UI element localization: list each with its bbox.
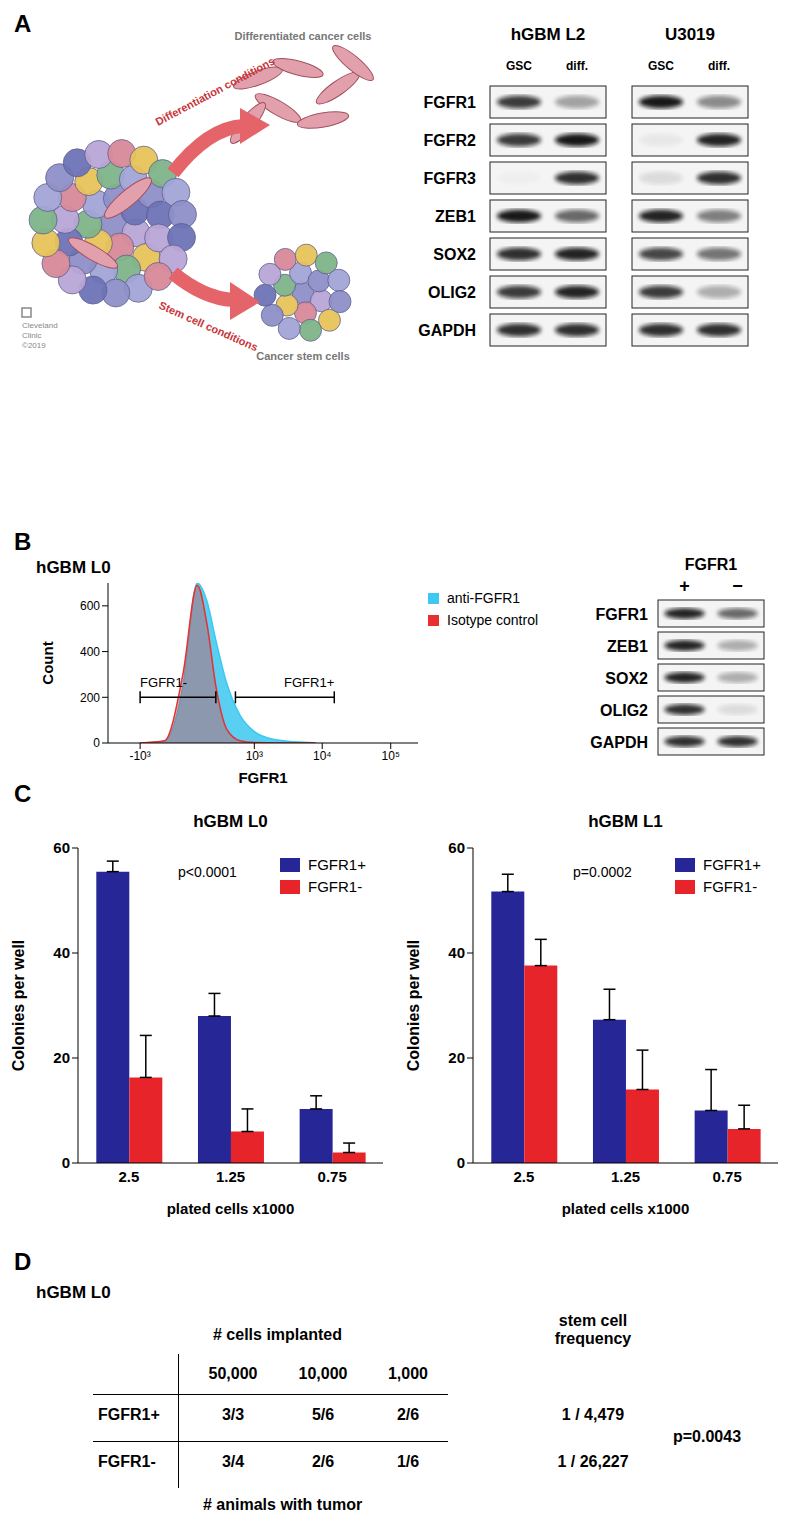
svg-text:2.5: 2.5 [118,1168,139,1185]
svg-text:0: 0 [62,1154,70,1171]
svg-text:2.5: 2.5 [513,1168,534,1185]
svg-text:Clinic: Clinic [22,331,42,340]
html-text:10,000: 10,000 [298,1365,348,1382]
svg-text:+: + [679,576,690,596]
html-text:# animals with tumor: # animals with tumor [203,1496,363,1513]
html-text:Isotype control: Isotype control [447,612,539,628]
svg-text:OLIG2: OLIG2 [428,284,476,301]
svg-text:FGFR1-: FGFR1- [140,675,187,690]
svg-text:Colonies per well: Colonies per well [405,940,422,1072]
html-text:FGFR1+: FGFR1+ [703,856,761,873]
html-text:B: B [14,528,32,555]
html-text:2/6: 2/6 [396,1406,420,1423]
svg-text:10⁵: 10⁵ [382,749,400,763]
svg-text:©2019: ©2019 [22,341,46,350]
html-text:FGFR1+: FGFR1+ [98,1406,160,1423]
html-text:p<0.0001: p<0.0001 [178,864,237,880]
svg-text:SOX2: SOX2 [605,670,648,687]
svg-text:20: 20 [448,1049,465,1066]
svg-text:U3019: U3019 [665,25,715,44]
html-text:hGBM L0: hGBM L0 [193,812,268,831]
svg-text:Cleveland: Cleveland [22,321,58,330]
html-text:hGBM L0: hGBM L0 [36,558,111,577]
svg-text:FGFR1: FGFR1 [424,94,477,111]
html-text:2/6: 2/6 [311,1453,335,1470]
html-text:1/6: 1/6 [396,1453,420,1470]
svg-text:Colonies per well: Colonies per well [10,940,27,1072]
svg-text:60: 60 [448,839,465,856]
svg-text:FGFR3: FGFR3 [424,170,477,187]
svg-text:SOX2: SOX2 [433,246,476,263]
svg-text:-10³: -10³ [129,749,150,763]
html-text:anti-FGFR1: anti-FGFR1 [447,590,521,606]
svg-text:−: − [732,576,743,596]
html-text:FGFR1-: FGFR1- [98,1453,156,1470]
svg-text:0: 0 [457,1154,465,1171]
svg-text:40: 40 [53,944,70,961]
svg-text:Stem cell conditions: Stem cell conditions [157,299,260,353]
svg-text:diff.: diff. [566,59,588,73]
svg-text:GAPDH: GAPDH [418,322,476,339]
html-text:hGBM L1: hGBM L1 [588,812,663,831]
svg-text:GAPDH: GAPDH [590,734,648,751]
html-text:1,000: 1,000 [388,1365,428,1382]
html-text:stem cell frequency: stem cell frequency [554,1312,632,1347]
html-text:p=0.0002: p=0.0002 [573,864,632,880]
svg-text:plated cells x1000: plated cells x1000 [167,1200,295,1217]
svg-text:1.25: 1.25 [216,1168,245,1185]
html-text:D: D [14,1248,32,1275]
svg-text:A: A [14,10,31,37]
html-text:C: C [14,780,32,807]
svg-text:hGBM L2: hGBM L2 [511,25,586,44]
html-text:3/3: 3/3 [221,1406,245,1423]
html-text:5/6: 5/6 [311,1406,335,1423]
svg-text:400: 400 [80,645,100,659]
svg-text:0.75: 0.75 [713,1168,742,1185]
svg-text:Count: Count [39,641,56,684]
svg-text:200: 200 [80,691,100,705]
svg-text:60: 60 [53,839,70,856]
svg-text:OLIG2: OLIG2 [600,702,648,719]
svg-text:1.25: 1.25 [611,1168,640,1185]
svg-text:10³: 10³ [246,749,263,763]
svg-text:FGFR1: FGFR1 [596,606,649,623]
svg-text:Cancer stem cells: Cancer stem cells [256,350,350,362]
svg-text:ZEB1: ZEB1 [435,208,476,225]
svg-text:FGFR1: FGFR1 [238,769,287,786]
svg-text:10⁴: 10⁴ [313,749,332,763]
html-text:1 / 26,227: 1 / 26,227 [557,1453,629,1470]
svg-text:FGFR1+: FGFR1+ [284,675,334,690]
svg-text:Differentiated cancer cells: Differentiated cancer cells [235,30,372,42]
svg-text:plated cells x1000: plated cells x1000 [562,1200,690,1217]
html-text:hGBM L0: hGBM L0 [36,1283,111,1302]
html-text:# cells implanted: # cells implanted [213,1326,342,1343]
svg-text:0: 0 [93,736,100,750]
html-text:FGFR1+: FGFR1+ [308,856,366,873]
html-text:3/4: 3/4 [221,1453,245,1470]
svg-text:0.75: 0.75 [318,1168,347,1185]
svg-text:FGFR2: FGFR2 [424,132,477,149]
html-text:FGFR1-: FGFR1- [703,878,758,895]
svg-text:FGFR1: FGFR1 [685,556,738,573]
svg-text:GSC: GSC [648,59,674,73]
html-text:FGFR1-: FGFR1- [308,878,363,895]
svg-text:40: 40 [448,944,465,961]
svg-text:600: 600 [80,599,100,613]
html-text:p=0.0043: p=0.0043 [673,1428,742,1445]
svg-text:ZEB1: ZEB1 [607,638,648,655]
html-text:50,000: 50,000 [208,1365,258,1382]
svg-text:diff.: diff. [708,59,730,73]
svg-text:Differentiation conditions: Differentiation conditions [153,55,276,128]
svg-text:20: 20 [53,1049,70,1066]
html-text:1 / 4,479: 1 / 4,479 [561,1406,625,1423]
svg-text:GSC: GSC [506,59,532,73]
